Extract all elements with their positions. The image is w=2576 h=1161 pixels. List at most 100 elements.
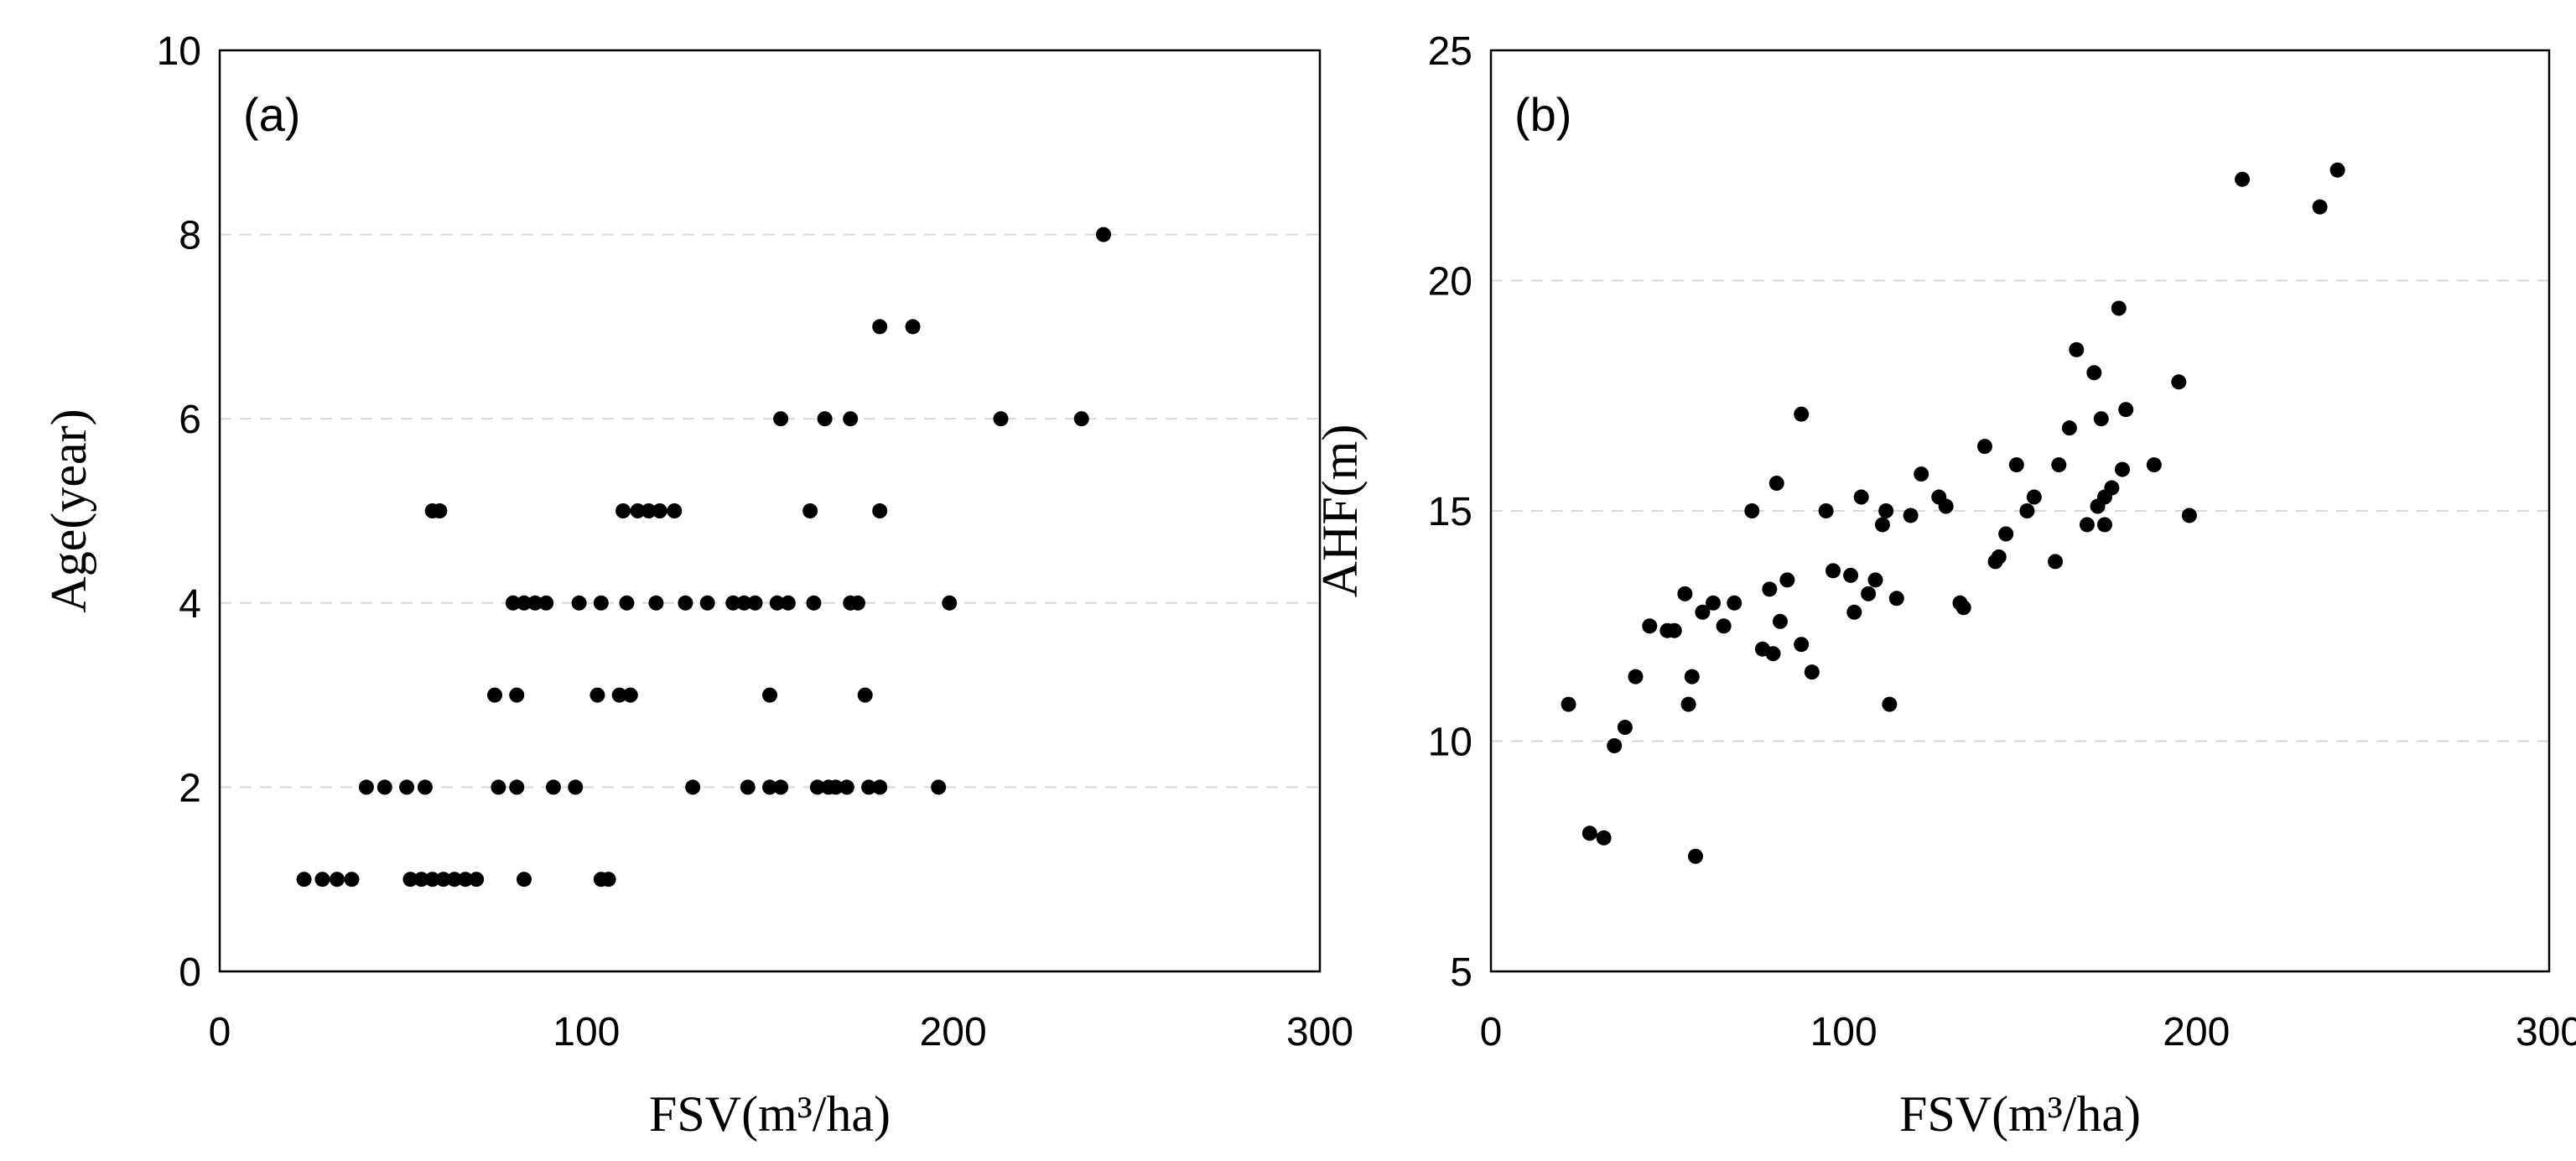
y-tick-label: 20 <box>1428 260 1472 305</box>
data-point <box>1561 696 1576 712</box>
data-point <box>839 779 854 795</box>
y-tick-label: 25 <box>1428 29 1472 74</box>
data-point <box>2114 461 2130 477</box>
data-point <box>2051 457 2067 473</box>
data-point <box>648 595 664 611</box>
x-axis-title: FSV(m³/ha) <box>649 1086 891 1142</box>
data-point <box>1874 517 1890 533</box>
data-point <box>1695 604 1711 620</box>
data-point <box>857 687 873 703</box>
data-point <box>780 595 796 611</box>
data-point <box>802 503 818 518</box>
data-point <box>817 411 833 427</box>
data-point <box>1642 618 1658 634</box>
data-point <box>861 779 877 795</box>
data-point <box>1716 618 1732 634</box>
data-point <box>2079 517 2095 533</box>
data-point <box>1779 572 1795 588</box>
data-point <box>1596 830 1612 846</box>
data-point <box>1878 503 1894 518</box>
data-point <box>417 779 433 795</box>
data-point <box>1794 406 1810 422</box>
x-tick-label: 200 <box>2163 1010 2230 1054</box>
y-tick-label: 4 <box>179 582 201 627</box>
data-point <box>1903 508 1919 523</box>
data-point <box>993 411 1009 427</box>
y-tick-label: 10 <box>157 29 201 74</box>
data-point <box>1976 439 1992 455</box>
data-point <box>809 779 825 795</box>
data-point <box>329 872 345 888</box>
data-point <box>1768 476 1784 492</box>
data-point <box>769 595 785 611</box>
data-point <box>2093 411 2109 427</box>
data-point <box>435 872 451 888</box>
data-point <box>678 595 693 611</box>
data-point <box>747 595 763 611</box>
data-point <box>446 872 462 888</box>
data-point <box>2061 420 2077 436</box>
data-point <box>1882 696 1898 712</box>
data-point <box>1684 669 1700 685</box>
y-tick-label: 5 <box>1450 950 1472 995</box>
data-point <box>667 503 683 518</box>
data-point <box>1706 595 1722 611</box>
data-point <box>1867 572 1883 588</box>
x-tick-label: 300 <box>1286 1010 1353 1054</box>
data-point <box>516 872 532 888</box>
data-point <box>762 779 777 795</box>
data-point <box>2026 489 2042 505</box>
data-point <box>1073 411 1089 427</box>
data-point <box>1762 581 1778 597</box>
data-point <box>593 595 609 611</box>
data-point <box>2181 508 2197 523</box>
data-point <box>2086 365 2102 381</box>
data-point <box>487 687 502 703</box>
data-point <box>2329 162 2345 178</box>
data-point <box>1794 637 1810 653</box>
data-point <box>762 687 777 703</box>
data-point <box>641 503 657 518</box>
data-point <box>509 779 525 795</box>
data-point <box>2312 199 2328 215</box>
x-tick-label: 0 <box>209 1010 231 1054</box>
data-point <box>589 687 605 703</box>
data-point <box>725 595 741 611</box>
y-tick-label: 2 <box>179 766 201 810</box>
y-tick-label: 8 <box>179 214 201 258</box>
data-point <box>740 779 756 795</box>
data-point <box>1581 825 1597 841</box>
panel-b: 5 10 15 20 25 0 100 200 300 FSV(m³/ha) AHF(m) (b) <box>1312 29 2576 1142</box>
data-point <box>1846 604 1862 620</box>
data-point <box>849 595 865 611</box>
data-point <box>843 411 859 427</box>
data-point <box>314 872 330 888</box>
data-point <box>773 411 789 427</box>
data-point <box>1677 586 1693 601</box>
data-point <box>571 595 587 611</box>
data-point <box>2171 374 2187 390</box>
y-tick-label: 0 <box>179 950 201 995</box>
data-point <box>1727 595 1742 611</box>
data-point <box>806 595 822 611</box>
x-tick-label: 300 <box>2516 1010 2576 1054</box>
data-point <box>527 595 543 611</box>
plot-frame <box>218 49 1322 973</box>
data-point <box>1914 466 1929 482</box>
data-point <box>1617 720 1633 736</box>
y-tick-label: 10 <box>1428 721 1472 765</box>
data-point <box>1666 622 1682 638</box>
data-point <box>516 595 532 611</box>
data-point <box>432 503 448 518</box>
data-point <box>413 872 429 888</box>
data-point <box>619 595 635 611</box>
x-tick-label: 0 <box>1480 1010 1503 1054</box>
data-point <box>1938 498 1954 514</box>
x-tick-label: 100 <box>1810 1010 1877 1054</box>
data-point <box>2146 457 2162 473</box>
data-point <box>2096 517 2112 533</box>
y-tick-label: 15 <box>1428 490 1472 534</box>
data-point <box>424 872 440 888</box>
data-point <box>872 319 888 335</box>
data-point <box>1955 600 1971 616</box>
